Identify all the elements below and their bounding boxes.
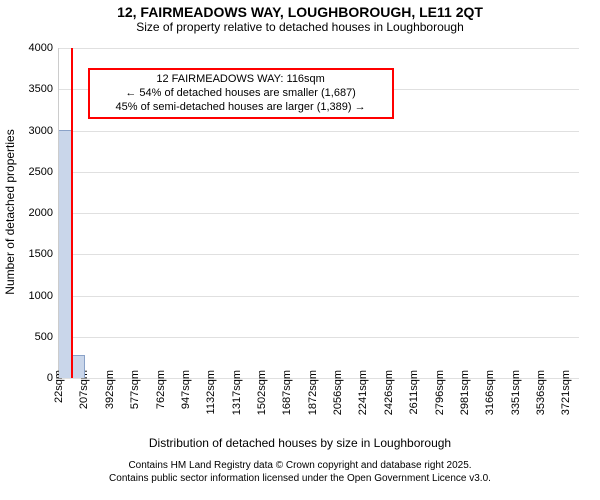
- footer-line: Contains HM Land Registry data © Crown c…: [0, 460, 600, 473]
- gridline: [59, 213, 579, 214]
- footer-line: Contains public sector information licen…: [0, 473, 600, 486]
- xtick-label: 3166sqm: [484, 370, 496, 415]
- xtick-label: 2426sqm: [383, 370, 395, 415]
- annotation-line: 12 FAIRMEADOWS WAY: 116sqm: [96, 73, 386, 87]
- x-axis-label: Distribution of detached houses by size …: [0, 436, 600, 450]
- xtick-label: 3536sqm: [535, 370, 547, 415]
- xtick-label: 2796sqm: [434, 370, 446, 415]
- gridline: [59, 254, 579, 255]
- gridline: [59, 172, 579, 173]
- annotation-line: 45% of semi-detached houses are larger (…: [96, 101, 386, 115]
- xtick-label: 2981sqm: [459, 370, 471, 415]
- ytick-label: 2000: [29, 207, 59, 219]
- plot-area: 0500100015002000250030003500400022sqm207…: [58, 48, 579, 379]
- gridline: [59, 296, 579, 297]
- xtick-label: 947sqm: [180, 370, 192, 409]
- ytick-label: 500: [35, 331, 59, 343]
- page-title: 12, FAIRMEADOWS WAY, LOUGHBOROUGH, LE11 …: [0, 0, 600, 20]
- xtick-label: 3351sqm: [510, 370, 522, 415]
- xtick-label: 762sqm: [155, 370, 167, 409]
- xtick-label: 2241sqm: [357, 370, 369, 415]
- gridline: [59, 48, 579, 49]
- annotation-line: ← 54% of detached houses are smaller (1,…: [96, 87, 386, 101]
- gridline: [59, 131, 579, 132]
- xtick-label: 392sqm: [104, 370, 116, 409]
- xtick-label: 1317sqm: [231, 370, 243, 415]
- gridline: [59, 337, 579, 338]
- ytick-label: 3000: [29, 125, 59, 137]
- page-subtitle: Size of property relative to detached ho…: [0, 20, 600, 34]
- histogram-bar: [72, 355, 85, 378]
- xtick-label: 3721sqm: [560, 370, 572, 415]
- xtick-label: 2056sqm: [332, 370, 344, 415]
- ytick-label: 3500: [29, 83, 59, 95]
- footer-attribution: Contains HM Land Registry data © Crown c…: [0, 460, 600, 485]
- xtick-label: 577sqm: [129, 370, 141, 409]
- ytick-label: 4000: [29, 42, 59, 54]
- property-marker-line: [71, 48, 73, 378]
- xtick-label: 1687sqm: [281, 370, 293, 415]
- y-axis-label: Number of detached properties: [3, 112, 17, 312]
- annotation-box: 12 FAIRMEADOWS WAY: 116sqm← 54% of detac…: [88, 68, 394, 119]
- xtick-label: 1872sqm: [307, 370, 319, 415]
- xtick-label: 1502sqm: [256, 370, 268, 415]
- ytick-label: 2500: [29, 166, 59, 178]
- xtick-label: 1132sqm: [205, 370, 217, 414]
- ytick-label: 1500: [29, 248, 59, 260]
- ytick-label: 1000: [29, 290, 59, 302]
- xtick-label: 2611sqm: [408, 370, 420, 414]
